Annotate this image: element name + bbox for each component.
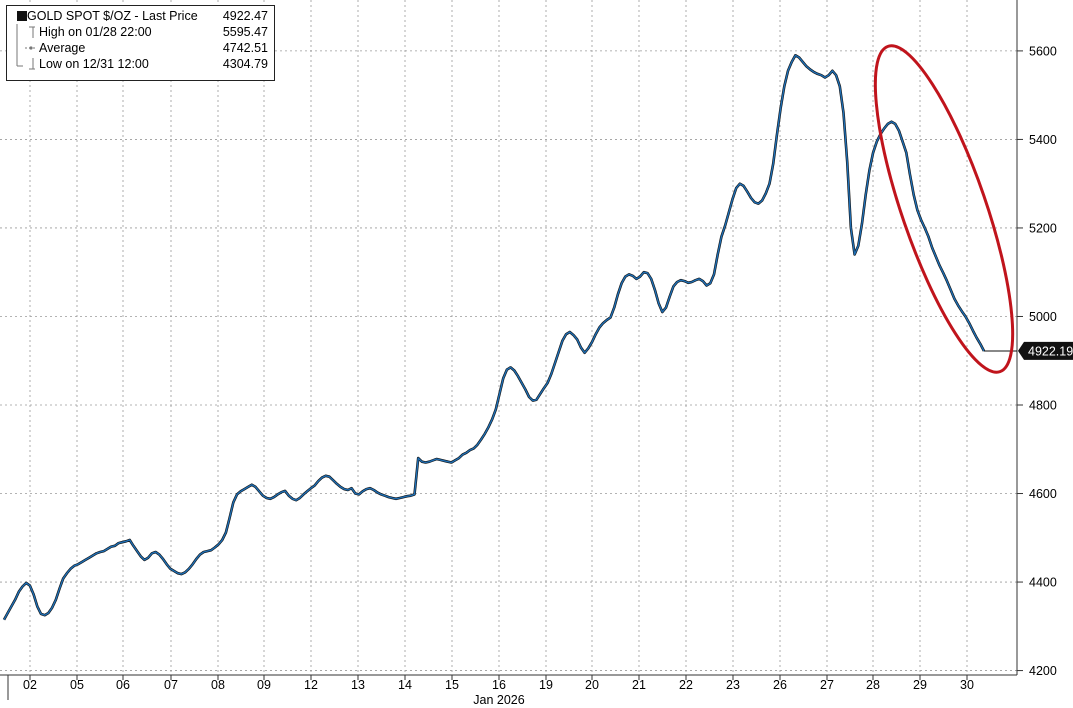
x-tick-label: 30	[960, 678, 974, 692]
legend-label: Low on 12/31 12:00	[39, 57, 149, 71]
legend-value: 4742.51	[222, 41, 268, 55]
y-tick-label: 4200	[1029, 664, 1057, 678]
y-tick-label: 4400	[1029, 576, 1057, 590]
y-tick-label: 5400	[1029, 133, 1057, 147]
x-tick-label: 27	[820, 678, 834, 692]
x-tick-label: 14	[398, 678, 412, 692]
legend-value: 4304.79	[222, 57, 268, 71]
x-tick-label: 15	[445, 678, 459, 692]
price-line	[3, 54, 985, 621]
legend-entry-low: Low on 12/31 12:00 4304.79	[11, 56, 268, 72]
x-tick-label: 29	[913, 678, 927, 692]
x-tick-label: 06	[116, 678, 130, 692]
legend-value: 4922.47	[222, 9, 268, 23]
y-tick-label: 5000	[1029, 310, 1057, 324]
average-marker-icon	[16, 40, 35, 56]
x-tick-label: 02	[23, 678, 37, 692]
x-tick-label: 21	[632, 678, 646, 692]
low-marker-icon	[16, 56, 35, 70]
y-tick-label: 5600	[1029, 44, 1057, 58]
x-tick-label: 16	[492, 678, 506, 692]
x-tick-label: 26	[773, 678, 787, 692]
x-tick-label: 09	[257, 678, 271, 692]
y-tick-label: 4600	[1029, 487, 1057, 501]
price-series	[2, 54, 986, 621]
annotations: 4922.19	[873, 44, 1073, 374]
high-marker-icon	[16, 24, 35, 40]
legend-entry-last-price: GOLD SPOT $/OZ - Last Price 4922.47	[11, 8, 268, 24]
series-swatch-icon	[17, 11, 27, 21]
legend: GOLD SPOT $/OZ - Last Price 4922.47 High…	[6, 5, 275, 81]
price-line-shadow	[2, 54, 986, 621]
last-price-tag-label: 4922.19	[1028, 344, 1073, 358]
x-tick-label: 05	[70, 678, 84, 692]
legend-label: High on 01/28 22:00	[39, 25, 152, 39]
x-tick-label: 20	[585, 678, 599, 692]
legend-value: 5595.47	[222, 25, 268, 39]
x-tick-label: 19	[539, 678, 553, 692]
x-tick-label: 07	[164, 678, 178, 692]
x-tick-label: 12	[304, 678, 318, 692]
x-axis-label: Jan 2026	[473, 693, 524, 707]
last-price-tag-bg	[1018, 341, 1073, 360]
legend-label: Average	[39, 41, 86, 55]
legend-label: GOLD SPOT $/OZ - Last Price	[27, 9, 198, 23]
x-tick-label: 13	[351, 678, 365, 692]
highlight-ellipse	[873, 44, 1015, 374]
legend-entry-high: High on 01/28 22:00 5595.47	[11, 24, 268, 40]
y-tick-label: 4800	[1029, 399, 1057, 413]
x-tick-label: 08	[211, 678, 225, 692]
last-price-tag: 4922.19	[1018, 341, 1073, 360]
x-tick-label: 22	[679, 678, 693, 692]
x-tick-label: 23	[726, 678, 740, 692]
legend-entry-average: Average 4742.51	[11, 40, 268, 56]
x-tick-label: 28	[866, 678, 880, 692]
gridlines	[0, 0, 1017, 675]
y-tick-label: 5200	[1029, 221, 1057, 235]
